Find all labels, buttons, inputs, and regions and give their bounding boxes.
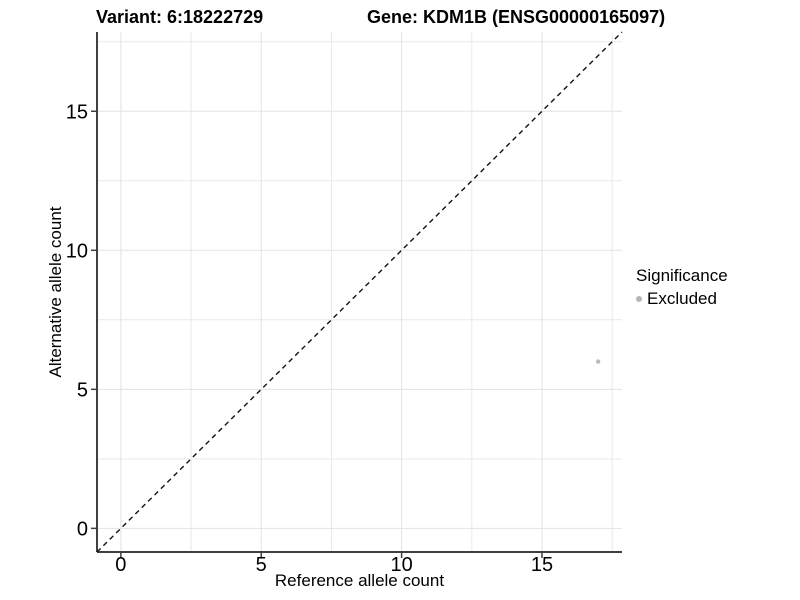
y-tick-label: 5 — [77, 379, 88, 401]
legend-title: Significance — [636, 266, 728, 285]
y-tick-label: 10 — [66, 240, 88, 262]
x-tick-label: 15 — [531, 554, 553, 576]
identity-dashed-line — [96, 31, 623, 553]
gridlines-minor — [97, 32, 622, 552]
x-tick-label: 5 — [256, 554, 267, 576]
legend: Significance Excluded — [634, 266, 728, 309]
data-points — [595, 359, 601, 364]
x-axis-title: Reference allele count — [274, 571, 445, 590]
y-axis-title: Alternative allele count — [46, 206, 65, 378]
axis-tick-labels: 0 5 10 15 0 5 10 15 — [66, 101, 553, 576]
axis-lines — [96, 32, 622, 553]
legend-entry-label: Excluded — [647, 289, 717, 308]
gridlines-major — [97, 32, 622, 552]
x-tick-label: 0 — [115, 554, 126, 576]
variant-title: Variant: 6:18222729 — [96, 7, 264, 27]
x-tick-label: 10 — [390, 554, 412, 576]
y-tick-label: 15 — [66, 101, 88, 123]
y-tick-label: 0 — [77, 518, 88, 540]
identity-line — [96, 31, 623, 553]
excluded-point-icon — [636, 296, 642, 302]
legend-entry-excluded: Excluded — [634, 289, 728, 309]
gene-title: Gene: KDM1B (ENSG00000165097) — [367, 7, 666, 27]
axis-tick-marks — [91, 110, 543, 558]
data-point — [595, 359, 601, 364]
